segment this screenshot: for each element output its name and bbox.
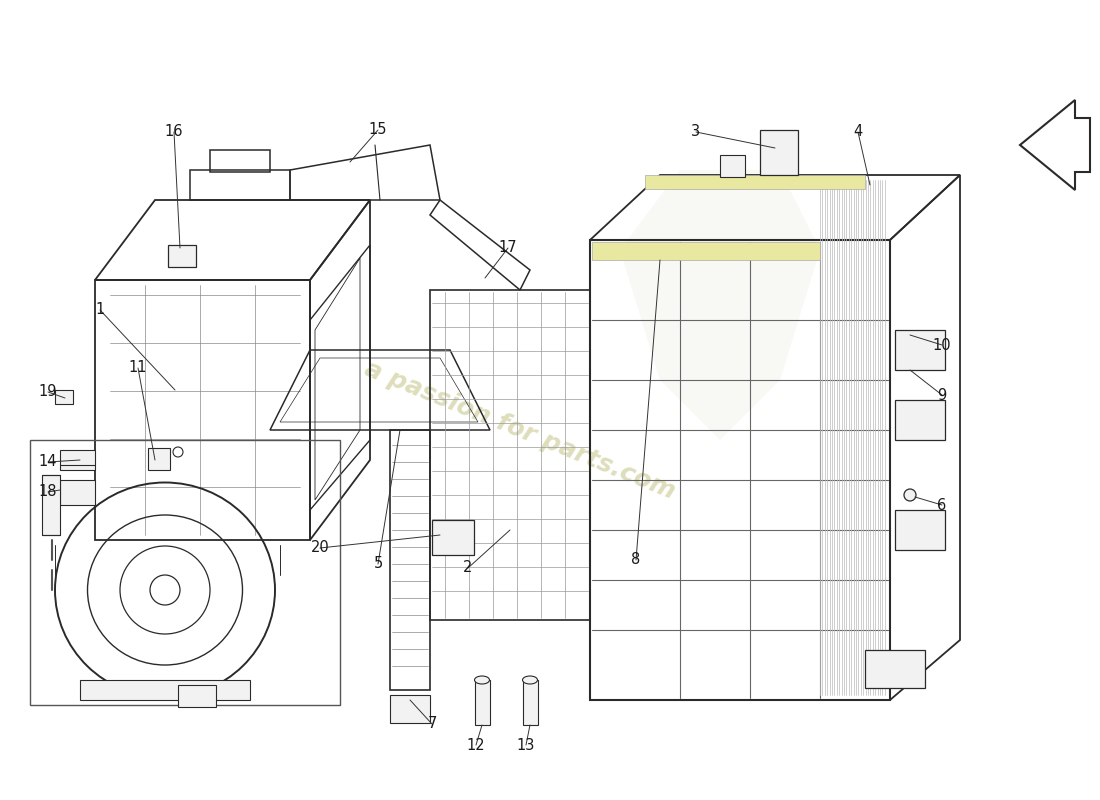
Text: 2: 2 (463, 561, 473, 575)
Text: a passion for parts.com: a passion for parts.com (361, 357, 679, 503)
Bar (895, 400, 945, 440)
Text: 11: 11 (129, 361, 147, 375)
Text: 12: 12 (466, 738, 485, 753)
Text: 20: 20 (310, 541, 329, 555)
Bar (148, 448, 170, 470)
Text: 13: 13 (517, 738, 536, 753)
Bar (522, 680, 538, 725)
Bar (895, 510, 945, 550)
Bar (432, 520, 474, 555)
Ellipse shape (522, 676, 538, 684)
Text: 18: 18 (39, 485, 57, 499)
Text: 10: 10 (933, 338, 952, 353)
Bar (475, 680, 490, 725)
Bar (60, 450, 95, 470)
Bar (60, 480, 95, 505)
Ellipse shape (474, 676, 490, 684)
Polygon shape (620, 170, 820, 440)
Bar (865, 650, 925, 688)
Bar (30, 440, 340, 705)
Ellipse shape (904, 489, 916, 501)
Text: 6: 6 (937, 498, 947, 513)
Text: 15: 15 (368, 122, 387, 138)
Bar (80, 680, 250, 700)
Text: 16: 16 (165, 125, 184, 139)
Text: 3: 3 (692, 125, 701, 139)
Bar (895, 330, 945, 370)
Bar (42, 475, 60, 535)
Text: 7: 7 (427, 717, 437, 731)
Text: 17: 17 (498, 241, 517, 255)
Bar (168, 245, 196, 267)
Bar (760, 130, 798, 175)
Bar (210, 150, 270, 172)
Text: 5: 5 (373, 557, 383, 571)
Bar (720, 155, 745, 177)
Text: 9: 9 (937, 387, 947, 402)
Bar (645, 175, 865, 189)
Bar (178, 685, 216, 707)
Text: 19: 19 (39, 385, 57, 399)
Bar (592, 242, 820, 260)
Text: 14: 14 (39, 454, 57, 470)
Text: 8: 8 (631, 553, 640, 567)
Bar (55, 390, 73, 404)
Bar (390, 695, 430, 723)
Text: 4: 4 (854, 125, 862, 139)
Text: 1: 1 (96, 302, 104, 318)
